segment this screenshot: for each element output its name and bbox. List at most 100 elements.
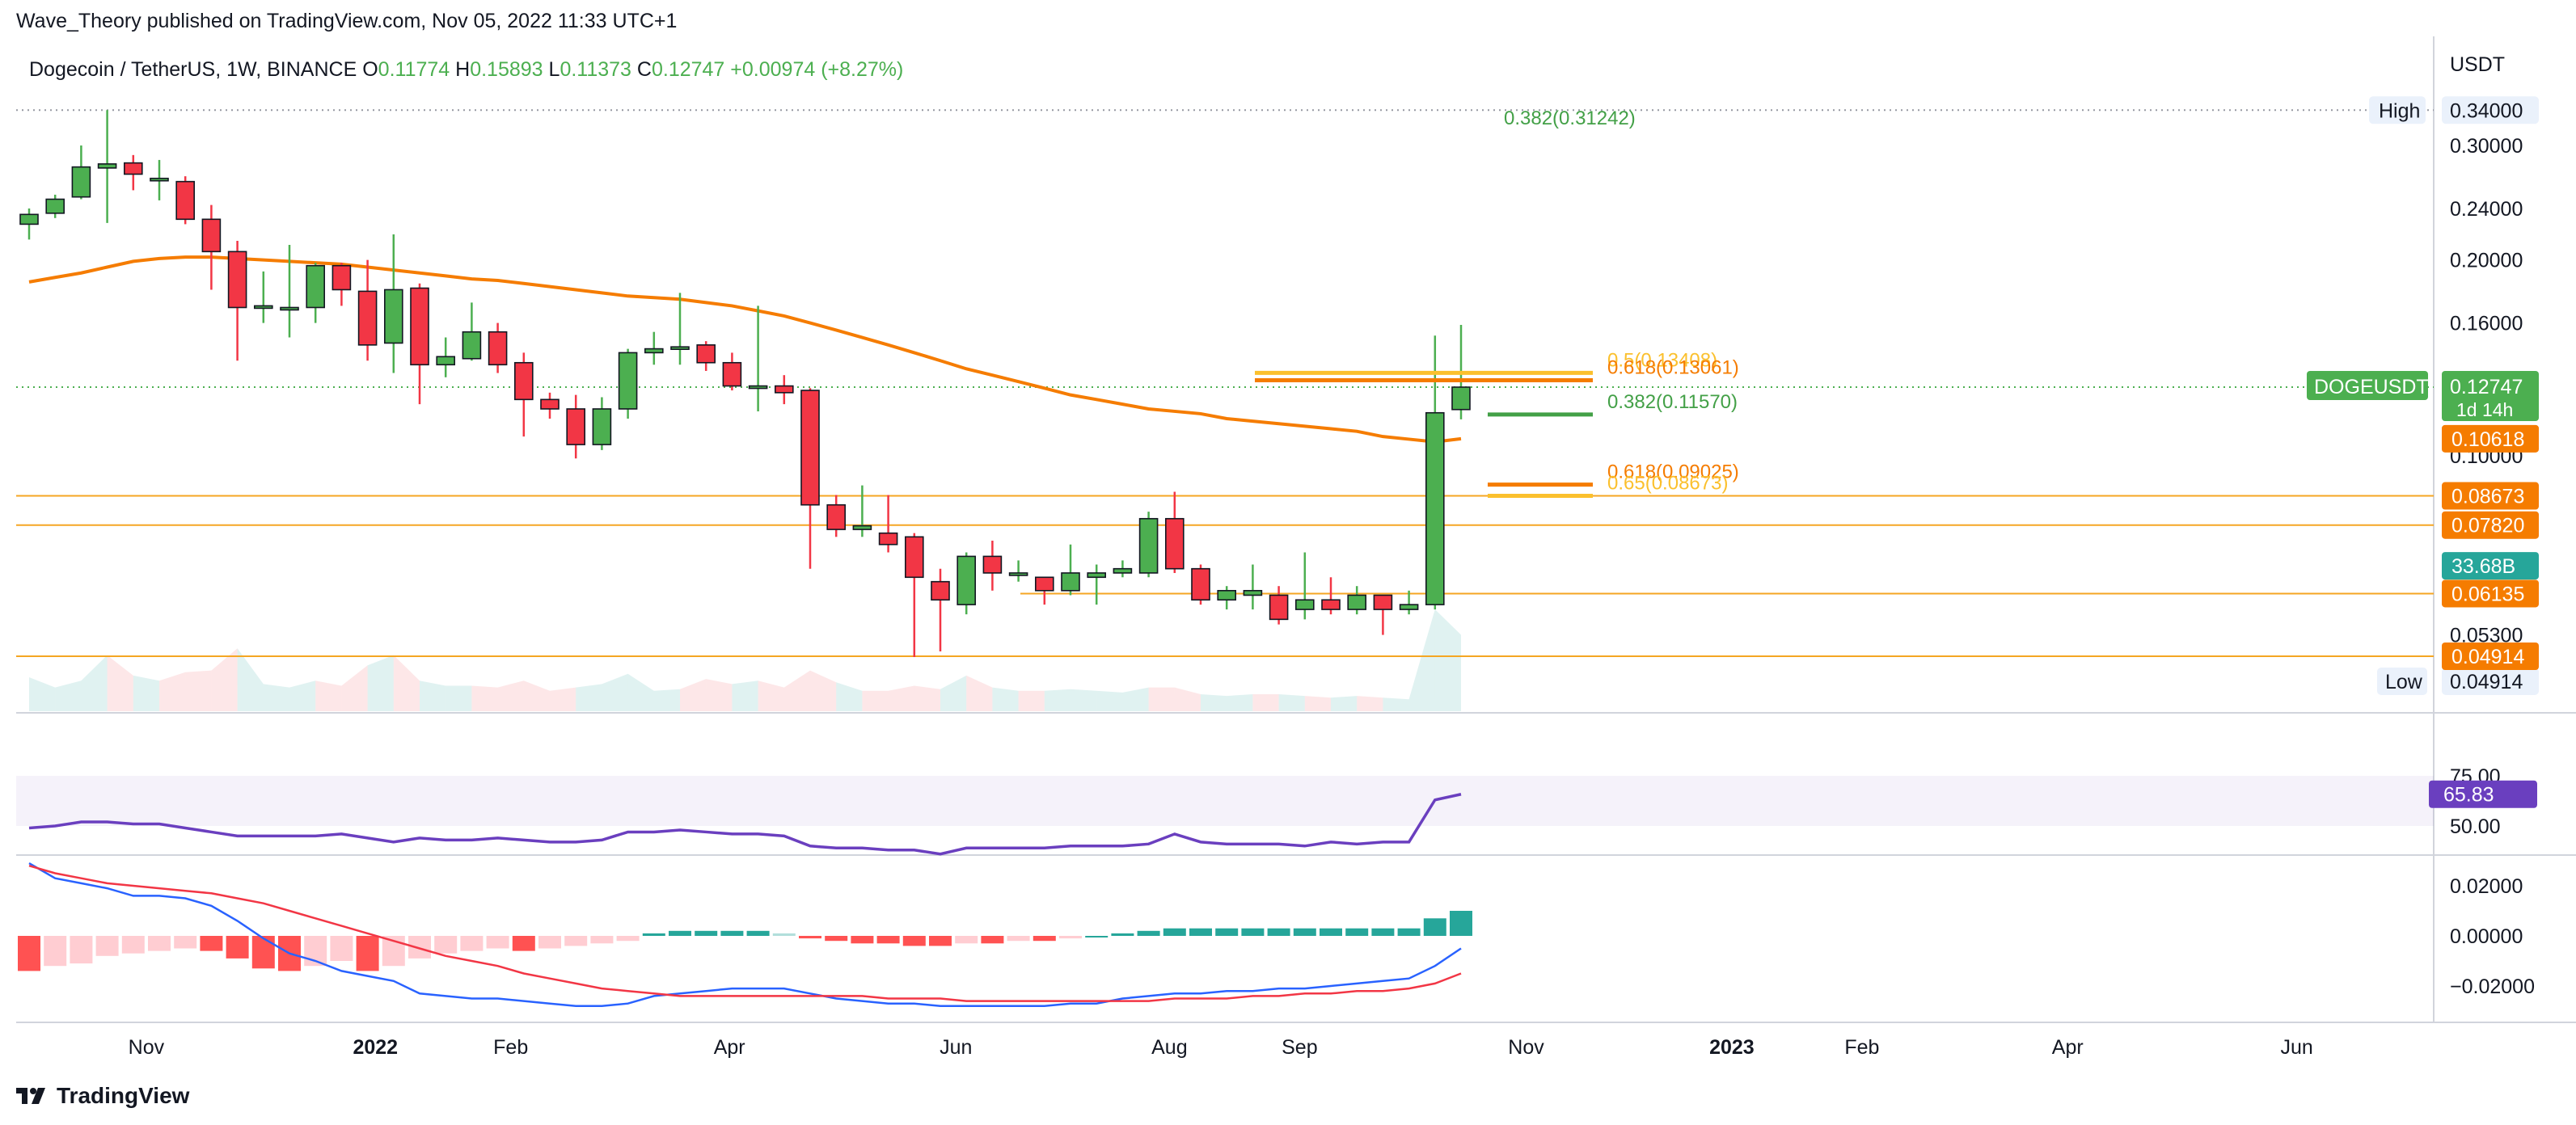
macd-histogram-bar — [1293, 928, 1316, 936]
macd-histogram-bar — [695, 930, 718, 936]
candle-body — [540, 398, 560, 410]
volume-area — [393, 655, 420, 711]
candle-body — [306, 264, 326, 309]
low-tag-bg — [2377, 668, 2427, 695]
fib-label: 0.618(0.13061) — [1607, 357, 1739, 379]
candle-body — [1165, 517, 1185, 570]
macd-histogram-bar — [538, 936, 561, 949]
candle-body — [1347, 594, 1366, 610]
tradingview-chart[interactable]: Dogecoin / TetherUS, 1W, BINANCE O0.1177… — [0, 0, 2576, 1083]
volume-area — [888, 685, 914, 711]
candle-body — [45, 198, 65, 214]
macd-histogram-bar — [564, 936, 588, 946]
volume-area — [1357, 696, 1383, 711]
volume-area — [758, 680, 784, 711]
header-part: C — [637, 58, 652, 81]
header-part: L — [549, 58, 560, 81]
price-tag: 0.08673 — [2451, 486, 2524, 508]
macd-histogram-bar — [1320, 928, 1342, 936]
macd-histogram-bar — [1241, 928, 1265, 936]
candle-body — [826, 504, 847, 530]
volume-area — [81, 655, 108, 711]
macd-histogram-bar — [1215, 928, 1239, 936]
volume-area — [29, 677, 56, 711]
price-label: 0.34000 — [2450, 99, 2523, 122]
volume-area — [211, 648, 238, 711]
price-label: 0.04914 — [2450, 671, 2523, 693]
price-tag-bg — [2442, 482, 2539, 510]
macd-histogram-bar — [486, 936, 509, 949]
header-part: H — [455, 58, 470, 81]
volume-area — [185, 670, 212, 711]
candle-body — [1399, 604, 1419, 610]
macd-histogram-bar — [18, 936, 40, 971]
candle-body — [670, 346, 690, 351]
header-part: +0.00974 (+8.27%) — [730, 58, 903, 81]
macd-histogram-bar — [1137, 930, 1160, 936]
symbol-tag-bg — [2307, 371, 2428, 401]
low-tag: Low — [2385, 671, 2423, 693]
candle-body — [1061, 572, 1080, 592]
candle-body — [227, 251, 247, 309]
volume-area — [159, 672, 186, 711]
macd-histogram-bar — [1189, 928, 1212, 936]
candle-body — [436, 356, 456, 366]
macd-histogram-bar — [1450, 911, 1472, 936]
price-tag-bg — [2442, 643, 2539, 670]
rsi-line — [28, 793, 1462, 856]
volume-area — [420, 680, 446, 711]
candle-body — [1295, 599, 1315, 610]
candle-body — [1035, 576, 1054, 592]
macd-histogram-bar — [799, 936, 821, 939]
volume-area — [55, 680, 82, 711]
volume-area — [1304, 696, 1331, 711]
time-axis-tick: Nov — [129, 1036, 165, 1059]
volume-area — [1174, 687, 1201, 711]
time-axis-tick: Feb — [493, 1036, 528, 1059]
candle-body — [201, 218, 222, 253]
price-tag-bg — [2442, 579, 2539, 608]
candle-body — [1321, 599, 1341, 610]
macd-histogram-bar — [1423, 918, 1446, 936]
price-tag: 0.10618 — [2451, 428, 2524, 451]
time-axis-tick: Sep — [1282, 1036, 1317, 1059]
macd-histogram-bar — [434, 936, 458, 954]
macd-histogram-bar — [746, 930, 770, 936]
macd-histogram-bar — [590, 936, 614, 944]
candle-body — [488, 331, 508, 366]
macd-histogram-bar — [876, 936, 900, 944]
volume-area — [497, 680, 524, 711]
candle-body — [513, 361, 534, 401]
volume-area — [289, 680, 316, 711]
price-label-bg — [2442, 668, 2539, 695]
rsi-value-bg — [2429, 780, 2537, 808]
volume-area — [1148, 687, 1175, 711]
candle-body — [1451, 386, 1471, 411]
price-tag: 33.68B — [2451, 555, 2515, 578]
macd-histogram-bar — [1111, 933, 1134, 936]
fib-label: 0.65(0.08673) — [1607, 473, 1728, 495]
candle-body — [592, 408, 612, 445]
candle-body — [696, 344, 716, 364]
candle-body — [19, 213, 39, 225]
candle-body — [931, 580, 950, 601]
volume-area — [1122, 687, 1149, 711]
volume-area — [1044, 689, 1071, 711]
candle-body — [644, 348, 664, 354]
volume-area — [315, 680, 342, 711]
time-axis-tick: 2022 — [353, 1036, 398, 1059]
header-part: Dogecoin / TetherUS, 1W, BINANCE — [29, 58, 362, 81]
last-price-bg — [2442, 371, 2539, 422]
macd-axis-tick: −0.02000 — [2450, 975, 2535, 998]
macd-histogram-bar — [121, 936, 145, 954]
high-tag: High — [2379, 99, 2420, 122]
axis-currency-label: USDT — [2450, 53, 2505, 76]
fib-label: 0.5(0.13408) — [1607, 349, 1717, 371]
tradingview-logo-icon — [16, 1086, 49, 1106]
volume-area — [862, 690, 889, 711]
brand-text: TradingView — [57, 1083, 190, 1108]
candle-body — [774, 385, 794, 394]
candle-body — [982, 555, 1003, 574]
candle-body — [253, 305, 273, 310]
macd-histogram-bar — [70, 936, 93, 964]
